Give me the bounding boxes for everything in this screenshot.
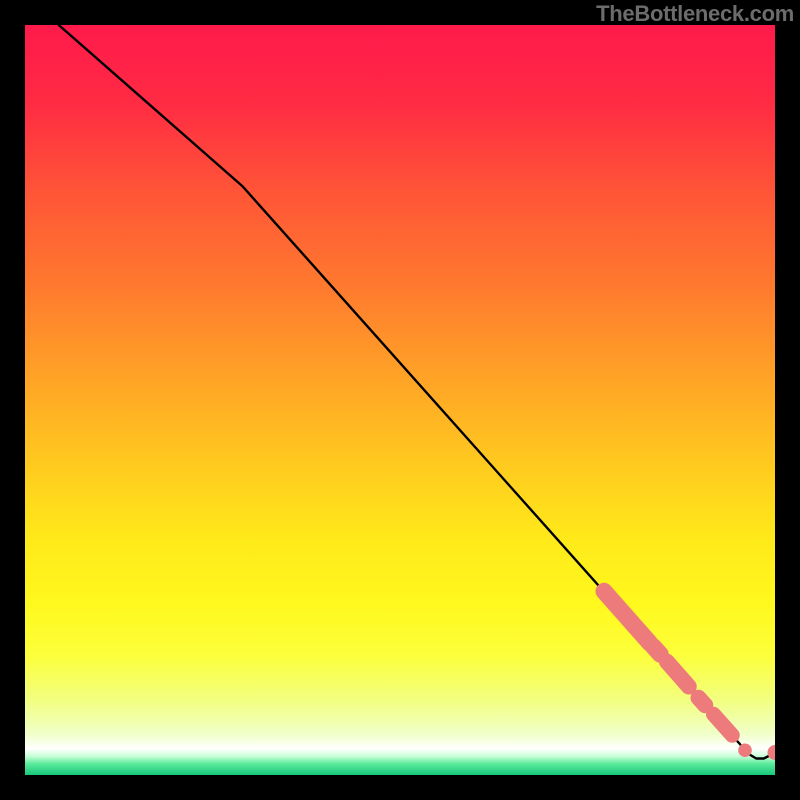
marker-segment <box>654 647 661 655</box>
data-markers <box>604 591 775 760</box>
marker-dot <box>768 745 776 760</box>
curve-layer <box>25 25 775 775</box>
marker-segment <box>667 662 689 687</box>
watermark-text: TheBottleneck.com <box>596 1 794 27</box>
marker-segment <box>699 698 706 706</box>
marker-dot <box>738 743 752 757</box>
chart-frame: TheBottleneck.com <box>0 0 800 800</box>
bottleneck-curve <box>59 25 775 759</box>
marker-segment <box>714 714 733 735</box>
marker-segment <box>604 591 650 643</box>
plot-area <box>25 25 775 775</box>
